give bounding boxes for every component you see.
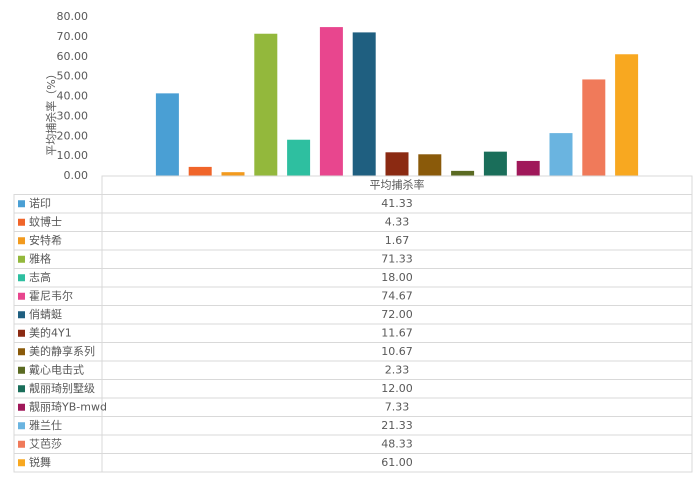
table-value: 2.33 <box>385 363 410 376</box>
y-tick-label: 40.00 <box>57 90 89 103</box>
legend-label: 雅格 <box>29 251 51 265</box>
bar <box>451 170 475 177</box>
legend-swatch <box>18 292 25 300</box>
table-value: 74.67 <box>381 289 413 302</box>
legend-swatch <box>18 274 25 282</box>
y-tick-label: 20.00 <box>57 129 89 142</box>
table-value: 41.33 <box>381 197 413 210</box>
legend-swatch <box>18 422 25 430</box>
bar <box>418 154 442 177</box>
table-value: 1.67 <box>385 234 410 247</box>
legend-label: 志高 <box>29 270 51 284</box>
legend-swatch <box>18 366 25 374</box>
bar <box>287 139 311 177</box>
table-cell <box>101 453 693 473</box>
legend-label: 戴心电击式 <box>29 362 84 376</box>
bar <box>483 151 507 177</box>
legend-label: 诺印 <box>29 197 51 210</box>
legend-swatch <box>18 329 25 337</box>
table-value: 12.00 <box>381 382 413 395</box>
table-value: 21.33 <box>381 419 413 432</box>
table-value: 48.33 <box>381 437 413 450</box>
y-tick-label: 30.00 <box>57 109 89 122</box>
table-value: 11.67 <box>381 326 413 339</box>
bar <box>582 79 606 177</box>
table-cell <box>13 453 103 473</box>
legend-label: 美的静享系列 <box>29 344 95 358</box>
bar <box>319 27 343 177</box>
bar <box>615 54 639 177</box>
table-header: 平均捕杀率 <box>370 177 425 191</box>
legend-label: 雅兰仕 <box>29 418 62 432</box>
legend-label: 霍尼韦尔 <box>29 289 73 302</box>
legend-label: 蚊博士 <box>29 214 62 228</box>
legend-swatch <box>18 348 25 356</box>
y-axis-label: 平均捕杀率（%） <box>44 68 58 155</box>
table-value: 4.33 <box>385 215 410 228</box>
legend-swatch <box>18 311 25 319</box>
bar <box>549 133 573 177</box>
table-value: 7.33 <box>385 400 410 413</box>
y-tick-label: 80.00 <box>57 10 89 23</box>
legend-swatch <box>18 385 25 393</box>
bar <box>155 93 179 177</box>
table-cell <box>13 249 103 269</box>
legend-label: 美的4Y1 <box>29 325 72 339</box>
legend-swatch <box>18 200 25 208</box>
y-tick-label: 0.00 <box>64 169 89 182</box>
bar <box>352 32 376 177</box>
bar <box>516 160 540 177</box>
table-value: 10.67 <box>381 345 413 358</box>
legend-swatch <box>18 255 25 263</box>
table-value: 72.00 <box>381 308 413 321</box>
table-cell <box>13 268 103 288</box>
bar <box>188 166 212 177</box>
legend-label: 安特希 <box>29 233 62 247</box>
bar <box>254 33 278 177</box>
legend-swatch <box>18 237 25 245</box>
legend-swatch <box>18 403 25 411</box>
y-tick-label: 70.00 <box>57 30 89 43</box>
table-cell <box>13 194 103 214</box>
y-tick-label: 10.00 <box>57 149 89 162</box>
y-tick-label: 50.00 <box>57 70 89 83</box>
table-value: 71.33 <box>381 252 413 265</box>
legend-swatch <box>18 459 25 467</box>
legend-swatch <box>18 218 25 226</box>
bar <box>385 152 409 177</box>
y-tick-label: 60.00 <box>57 50 89 63</box>
legend-label: 俏蜻蜓 <box>29 307 62 321</box>
legend-label: 艾芭莎 <box>29 436 62 450</box>
legend-swatch <box>18 440 25 448</box>
table-value: 61.00 <box>381 456 413 469</box>
legend-label: 靓丽琦别墅级 <box>29 381 95 395</box>
table-value: 18.00 <box>381 271 413 284</box>
legend-label: 靓丽琦YB-mwd <box>29 399 107 413</box>
legend-label: 锐舞 <box>29 455 51 469</box>
